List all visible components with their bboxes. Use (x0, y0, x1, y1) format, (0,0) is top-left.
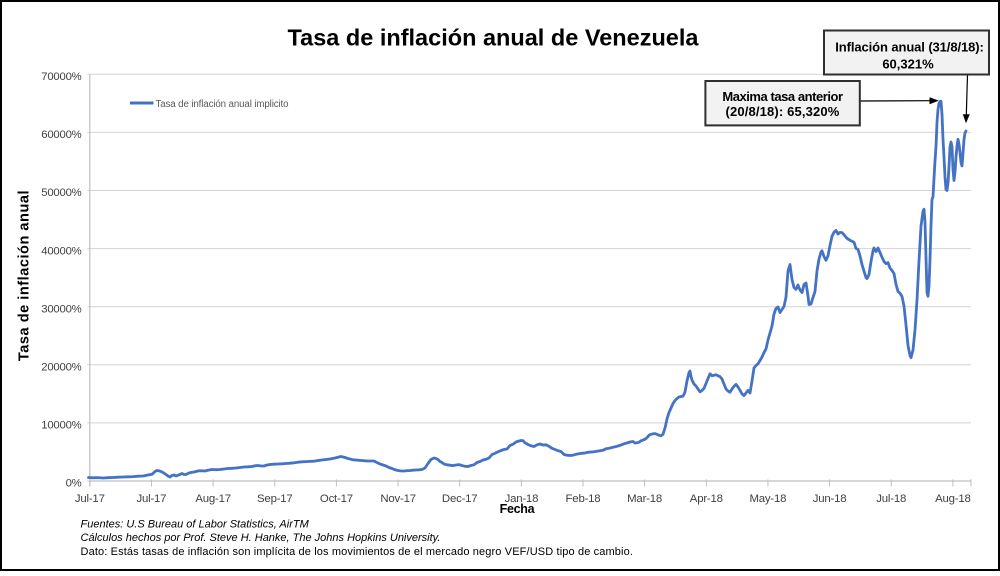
svg-text:Tasa de inflación anual implic: Tasa de inflación anual implicito (156, 99, 289, 110)
svg-text:60000%: 60000% (41, 129, 81, 141)
svg-text:Tasa de inflación anual: Tasa de inflación anual (17, 190, 33, 361)
svg-text:70000%: 70000% (41, 71, 81, 83)
svg-text:Cálculos hechos por Prof. Stev: Cálculos hechos por Prof. Steve H. Hanke… (81, 532, 441, 544)
svg-text:Sep-17: Sep-17 (257, 493, 293, 505)
svg-text:Tasa de inflación anual de Ven: Tasa de inflación anual de Venezuela (288, 25, 700, 51)
svg-text:0%: 0% (66, 478, 82, 490)
svg-text:20000%: 20000% (41, 362, 81, 374)
svg-text:(20/8/18): 65,320%: (20/8/18): 65,320% (726, 104, 840, 119)
svg-text:Inflación anual (31/8/18):: Inflación anual (31/8/18): (835, 40, 983, 55)
svg-text:Nov-17: Nov-17 (380, 493, 416, 505)
svg-text:30000%: 30000% (41, 303, 81, 315)
svg-text:Fecha: Fecha (500, 502, 536, 516)
svg-text:Jun-18: Jun-18 (813, 493, 847, 505)
svg-text:Fuentes: U.S Bureau of Labor S: Fuentes: U.S Bureau of Labor Statistics,… (81, 519, 310, 531)
svg-text:10000%: 10000% (41, 420, 81, 432)
svg-text:Dato: Estás tasas de inflación: Dato: Estás tasas de inflación son implí… (81, 546, 634, 558)
svg-text:Aug-18: Aug-18 (935, 493, 971, 505)
svg-text:Aug-17: Aug-17 (195, 493, 231, 505)
svg-text:Jul-17: Jul-17 (75, 493, 105, 505)
svg-text:Jul-18: Jul-18 (876, 493, 906, 505)
svg-text:Mar-18: Mar-18 (627, 493, 662, 505)
svg-text:50000%: 50000% (41, 187, 81, 199)
svg-text:Feb-18: Feb-18 (566, 493, 601, 505)
svg-text:Apr-18: Apr-18 (690, 493, 723, 505)
svg-text:May-18: May-18 (750, 493, 787, 505)
svg-text:Maxima tasa anterior: Maxima tasa anterior (722, 89, 843, 104)
svg-text:Oct-17: Oct-17 (320, 493, 353, 505)
svg-text:40000%: 40000% (41, 245, 81, 257)
svg-text:Jul-17: Jul-17 (136, 493, 166, 505)
svg-text:60,321%: 60,321% (882, 57, 934, 72)
svg-text:Dec-17: Dec-17 (442, 493, 478, 505)
